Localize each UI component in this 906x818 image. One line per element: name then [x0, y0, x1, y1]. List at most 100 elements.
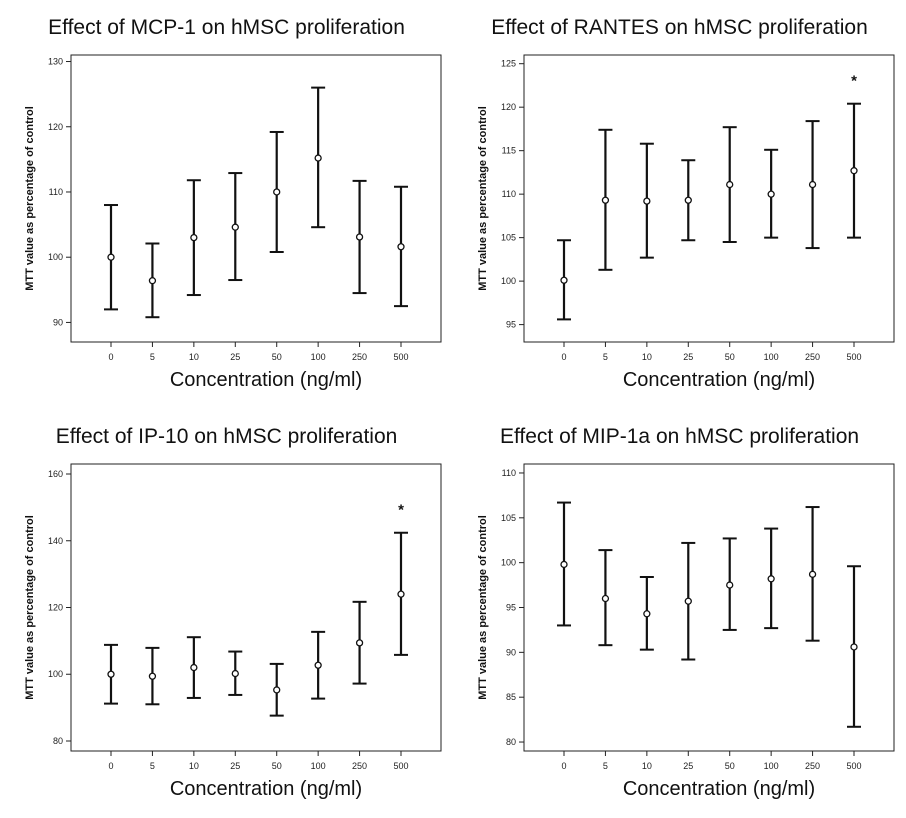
mean-point: [685, 197, 691, 203]
y-tick-label: 95: [506, 603, 516, 613]
mean-point: [602, 197, 608, 203]
x-tick-label: 0: [561, 761, 566, 771]
y-tick-label: 80: [506, 737, 516, 747]
plot-frame: [71, 55, 441, 342]
y-axis: 95 100 105 110 115 120 125: [501, 59, 524, 330]
mean-point: [191, 235, 197, 241]
mean-point: [810, 182, 816, 188]
x-tick-label: 250: [352, 761, 367, 771]
y-tick-label: 120: [501, 102, 516, 112]
series-error-bars: [104, 88, 408, 318]
mean-point: [727, 182, 733, 188]
x-axis: 0 5 10 25 50 100 250 500: [108, 342, 408, 362]
chart-panel-mip1a: Effect of MIP-1a on hMSC proliferation 8…: [453, 409, 906, 818]
x-tick-label: 100: [764, 761, 779, 771]
x-axis-label: Concentration (ng/ml): [623, 369, 815, 391]
x-tick-label: 10: [642, 352, 652, 362]
x-tick-label: 50: [272, 761, 282, 771]
significance-marker: *: [398, 502, 404, 519]
y-tick-label: 105: [501, 233, 516, 243]
mean-point: [561, 561, 567, 567]
x-tick-label: 250: [805, 761, 820, 771]
y-tick-label: 105: [501, 513, 516, 523]
x-tick-label: 100: [311, 761, 326, 771]
y-axis: 80 100 120 140 160: [48, 469, 71, 746]
x-tick-label: 500: [846, 761, 861, 771]
y-tick-label: 100: [48, 669, 63, 679]
mean-point: [810, 571, 816, 577]
mean-point: [851, 644, 857, 650]
x-tick-label: 50: [272, 352, 282, 362]
x-tick-label: 5: [603, 761, 608, 771]
x-tick-label: 10: [189, 352, 199, 362]
x-tick-label: 50: [725, 352, 735, 362]
x-axis-label: Concentration (ng/ml): [170, 778, 362, 800]
y-tick-label: 140: [48, 536, 63, 546]
plot-frame: [524, 464, 894, 751]
x-tick-label: 0: [561, 352, 566, 362]
series-error-bars: [557, 503, 861, 727]
mean-point: [644, 198, 650, 204]
mean-point: [232, 224, 238, 230]
mean-point: [561, 277, 567, 283]
y-tick-label: 80: [53, 736, 63, 746]
mean-point: [851, 168, 857, 174]
y-tick-label: 110: [502, 468, 516, 478]
y-axis: 90100110120130: [48, 57, 71, 328]
y-tick-label: 100: [501, 276, 516, 286]
x-tick-label: 25: [230, 352, 240, 362]
x-axis-label: Concentration (ng/ml): [623, 778, 815, 800]
y-axis-label: MTT value as percentage of control: [24, 515, 36, 700]
y-tick-label: 110: [49, 187, 63, 197]
y-tick-label: 120: [48, 603, 63, 613]
mean-point: [602, 596, 608, 602]
x-tick-label: 100: [311, 352, 326, 362]
y-tick-label: 115: [502, 146, 516, 156]
chart-panel-ip10: Effect of IP-10 on hMSC proliferation 80…: [0, 409, 453, 818]
x-tick-label: 0: [108, 761, 113, 771]
x-tick-label: 25: [230, 761, 240, 771]
chart-svg: 808590951001051100 5 10 25 50 100 250 500MTT va…: [453, 409, 906, 818]
y-tick-label: 160: [48, 469, 63, 479]
x-tick-label: 5: [150, 761, 155, 771]
chart-svg: 801001201401600 5 10 25 50 100 250 500MTT value…: [0, 409, 453, 818]
y-axis-label: MTT value as percentage of control: [477, 515, 489, 700]
series-error-bars: [557, 104, 861, 320]
chart-panel-rantes: Effect of RANTES on hMSC proliferation 9…: [453, 0, 906, 409]
x-tick-label: 10: [189, 761, 199, 771]
mean-point: [768, 576, 774, 582]
x-tick-label: 500: [393, 352, 408, 362]
mean-point: [191, 665, 197, 671]
mean-point: [727, 582, 733, 588]
y-axis: 80 85 90 95 100 105 110: [501, 468, 524, 747]
significance-marker: *: [851, 73, 857, 90]
x-tick-label: 250: [805, 352, 820, 362]
y-tick-label: 100: [48, 252, 63, 262]
x-axis-label: Concentration (ng/ml): [170, 369, 362, 391]
x-tick-label: 0: [108, 352, 113, 362]
y-tick-label: 130: [48, 57, 63, 67]
series-error-bars: [104, 533, 408, 716]
mean-point: [315, 155, 321, 161]
plot-frame: [71, 464, 441, 751]
mean-point: [274, 189, 280, 195]
mean-point: [398, 244, 404, 250]
mean-point: [149, 673, 155, 679]
mean-point: [644, 611, 650, 617]
mean-point: [108, 671, 114, 677]
x-tick-label: 25: [683, 761, 693, 771]
mean-point: [149, 278, 155, 284]
x-axis: 0 5 10 25 50 100 250 500: [108, 751, 408, 771]
mean-point: [315, 662, 321, 668]
y-tick-label: 120: [48, 122, 63, 132]
x-tick-label: 5: [150, 352, 155, 362]
y-axis-label: MTT value as percentage of control: [477, 106, 489, 291]
y-axis-label: MTT value as percentage of control: [24, 106, 36, 291]
mean-point: [685, 598, 691, 604]
x-tick-label: 10: [642, 761, 652, 771]
mean-point: [768, 191, 774, 197]
mean-point: [274, 687, 280, 693]
y-tick-label: 100: [501, 558, 516, 568]
y-tick-label: 90: [506, 647, 516, 657]
mean-point: [357, 640, 363, 646]
